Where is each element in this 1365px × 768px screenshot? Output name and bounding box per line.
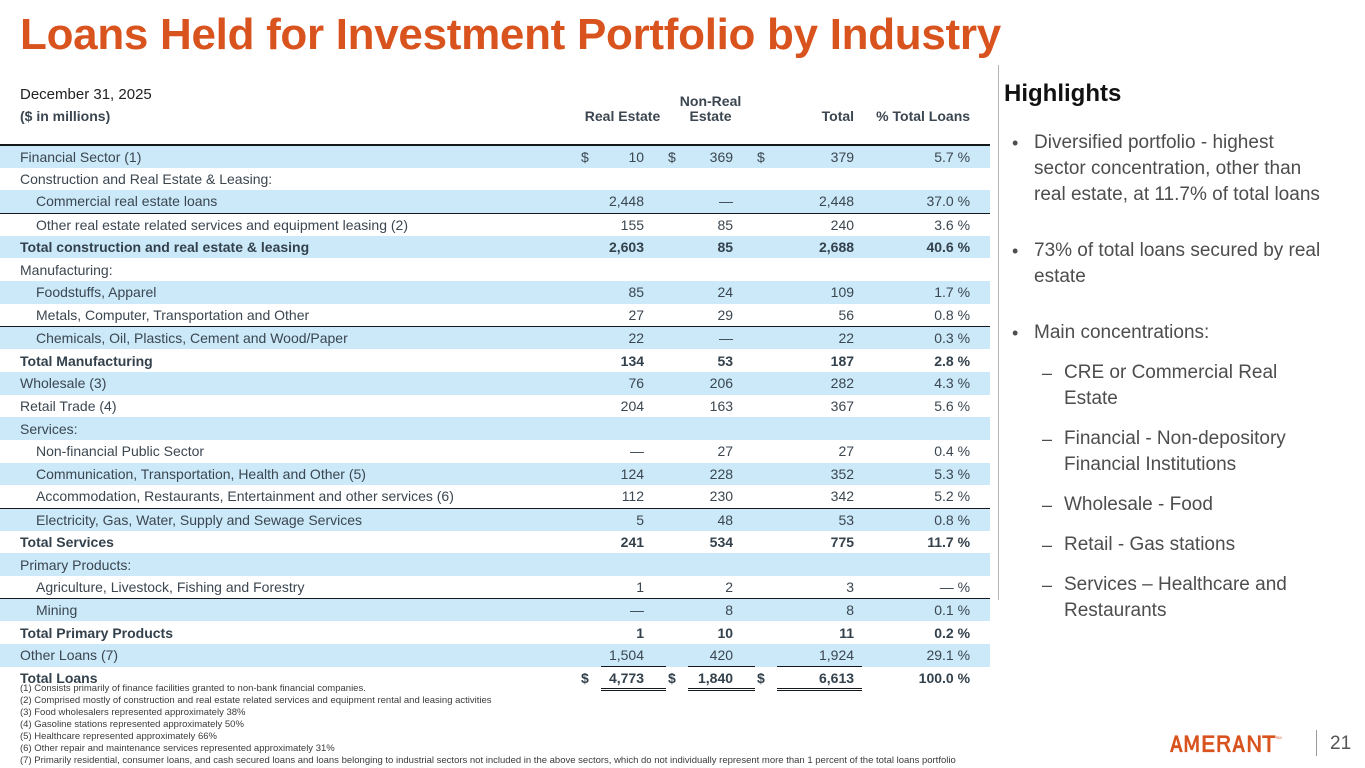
svg-text:SM: SM [1276,735,1282,740]
